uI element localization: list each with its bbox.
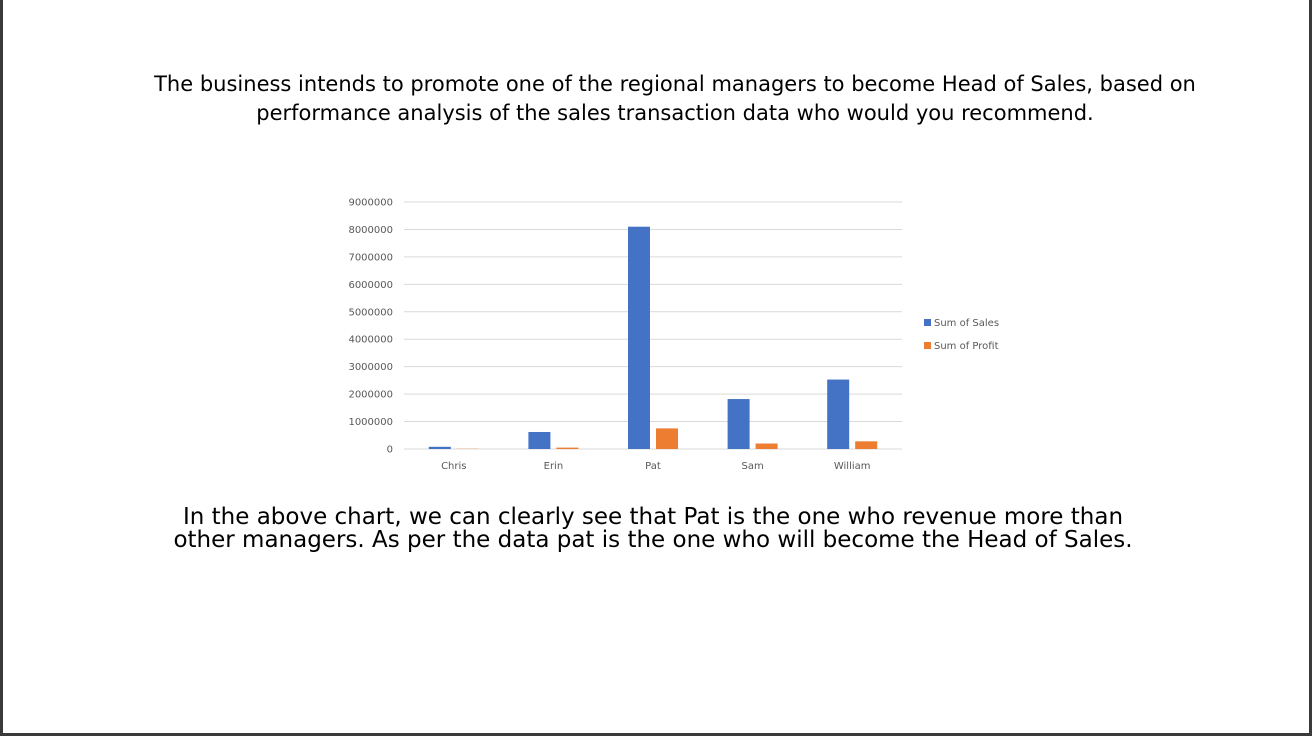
- y-tick-label: 6000000: [348, 280, 393, 291]
- slide-heading: The business intends to promote one of t…: [154, 72, 1196, 125]
- bar-profit-erin: [556, 447, 579, 449]
- y-tick-label: 3000000: [348, 362, 393, 373]
- y-tick-label: 0: [387, 445, 393, 456]
- y-tick-label: 5000000: [348, 307, 393, 318]
- chart-gridlines: [404, 201, 902, 450]
- y-tick-label: 9000000: [348, 198, 393, 209]
- bar-profit-sam: [755, 443, 778, 449]
- bar-sales-erin: [528, 431, 551, 449]
- bar-chart: 0 1000000 2000000 3000000 4000000 5000000 6000…: [348, 198, 999, 473]
- chart-bars: [428, 226, 878, 449]
- x-tick-label: William: [834, 461, 871, 472]
- conclusion-text: In the above chart, we can clearly see t…: [103, 506, 1203, 552]
- conclusion-line-2: other managers. As per the data pat is t…: [173, 527, 1133, 553]
- bar-sales-chris: [428, 446, 451, 449]
- x-tick-label: Pat: [645, 461, 661, 472]
- conclusion-line-1: In the above chart, we can clearly see t…: [182, 504, 1124, 530]
- legend-label-sales: Sum of Sales: [934, 318, 999, 329]
- bar-sales-sam: [727, 399, 750, 449]
- bar-profit-william: [855, 441, 878, 449]
- legend-swatch-profit: [924, 342, 931, 349]
- slide: The business intends to promote one of t…: [3, 0, 1309, 733]
- y-tick-label: 1000000: [348, 417, 393, 428]
- x-tick-label: Chris: [441, 461, 466, 472]
- legend-label-profit: Sum of Profit: [934, 341, 999, 352]
- legend-swatch-sales: [924, 319, 931, 326]
- bar-sales-pat: [628, 226, 650, 449]
- bar-profit-pat: [656, 428, 678, 449]
- y-tick-label: 2000000: [348, 390, 393, 401]
- x-tick-label: Erin: [544, 461, 564, 472]
- chart-x-axis: Chris Erin Pat Sam William: [441, 461, 870, 472]
- chart-y-axis: 0 1000000 2000000 3000000 4000000 5000000 6000…: [348, 198, 393, 456]
- y-tick-label: 8000000: [348, 225, 393, 236]
- bar-sales-william: [827, 379, 850, 449]
- x-tick-label: Sam: [741, 461, 763, 472]
- y-tick-label: 4000000: [348, 335, 393, 346]
- y-tick-label: 7000000: [348, 252, 393, 263]
- chart-legend: Sum of Sales Sum of Profit: [924, 318, 999, 352]
